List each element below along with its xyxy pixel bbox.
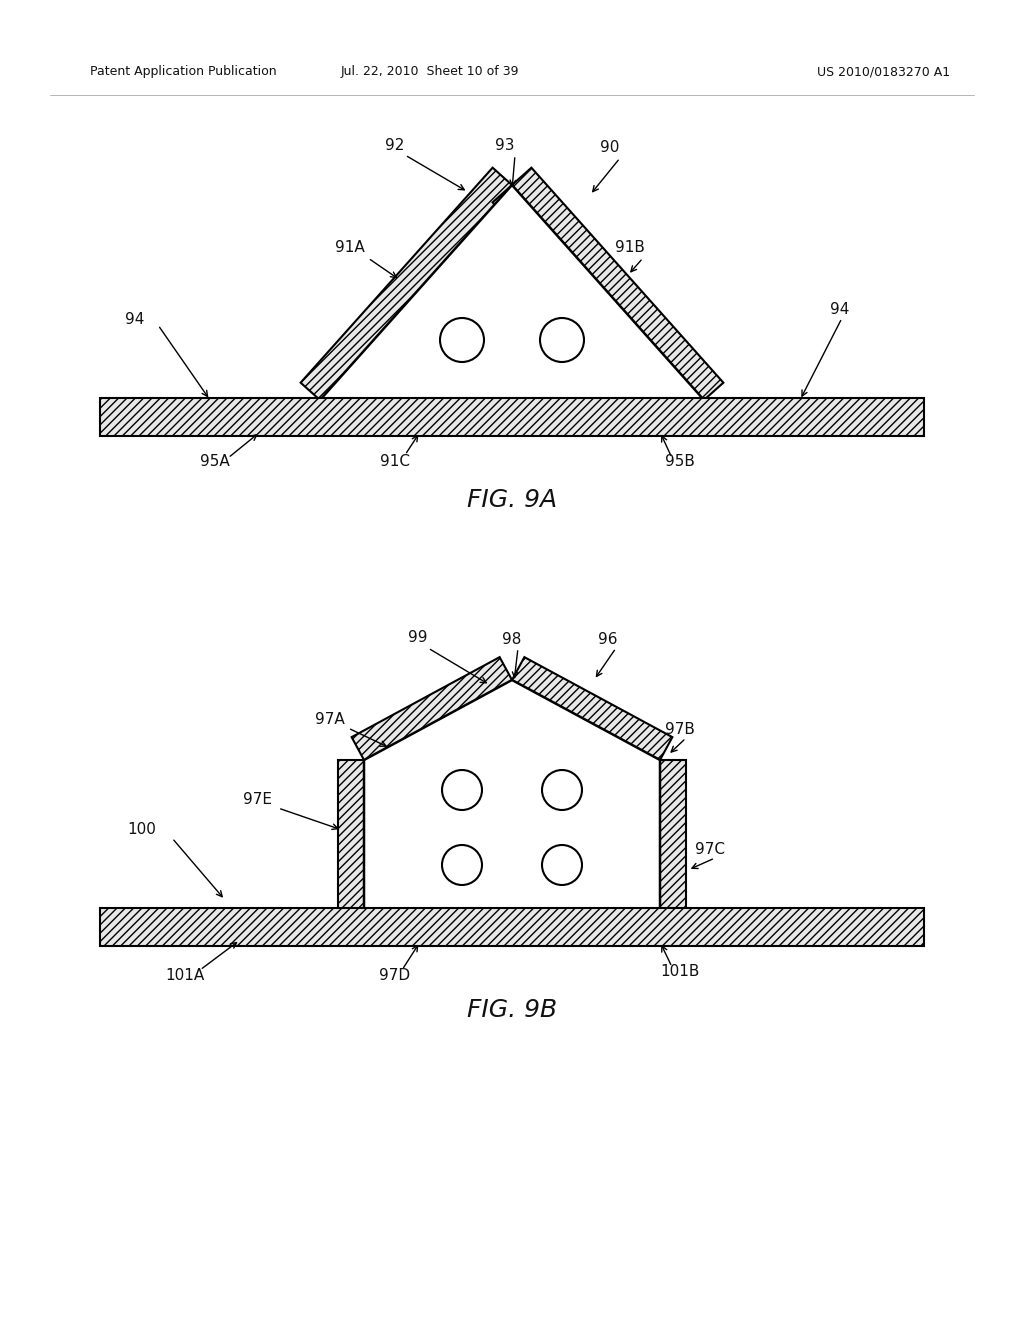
Text: 95B: 95B [665,454,695,470]
Text: 101B: 101B [660,965,699,979]
Text: 97A: 97A [315,713,345,727]
Polygon shape [351,657,524,783]
Polygon shape [319,185,705,400]
Bar [100,399,924,436]
Polygon shape [338,760,390,909]
Polygon shape [301,168,531,417]
Text: 92: 92 [385,137,404,153]
Text: 94: 94 [125,313,144,327]
Text: 90: 90 [600,140,620,156]
Text: 95A: 95A [200,454,229,470]
Text: 97C: 97C [695,842,725,858]
Polygon shape [634,760,686,909]
Text: 94: 94 [830,302,850,318]
Text: 91A: 91A [335,240,365,256]
Polygon shape [319,185,705,400]
Text: Jul. 22, 2010  Sheet 10 of 39: Jul. 22, 2010 Sheet 10 of 39 [341,66,519,78]
Text: 97E: 97E [244,792,272,808]
Text: Patent Application Publication: Patent Application Publication [90,66,276,78]
Polygon shape [493,168,723,417]
Circle shape [442,770,482,810]
Text: FIG. 9A: FIG. 9A [467,488,557,512]
Text: 97B: 97B [665,722,695,738]
Text: 101A: 101A [165,968,205,982]
Text: US 2010/0183270 A1: US 2010/0183270 A1 [817,66,950,78]
Circle shape [542,845,582,884]
Text: 98: 98 [503,632,521,648]
Circle shape [440,318,484,362]
Text: 91B: 91B [615,240,645,256]
Polygon shape [500,657,673,783]
Circle shape [540,318,584,362]
Text: 93: 93 [496,137,515,153]
Circle shape [542,770,582,810]
Text: 96: 96 [598,632,617,648]
Text: 91C: 91C [380,454,410,470]
Polygon shape [364,680,660,909]
Text: 99: 99 [409,631,428,645]
Text: 100: 100 [128,822,157,837]
Circle shape [442,845,482,884]
Polygon shape [364,680,660,909]
Text: 97D: 97D [380,968,411,982]
Bar [100,908,924,946]
Text: FIG. 9B: FIG. 9B [467,998,557,1022]
